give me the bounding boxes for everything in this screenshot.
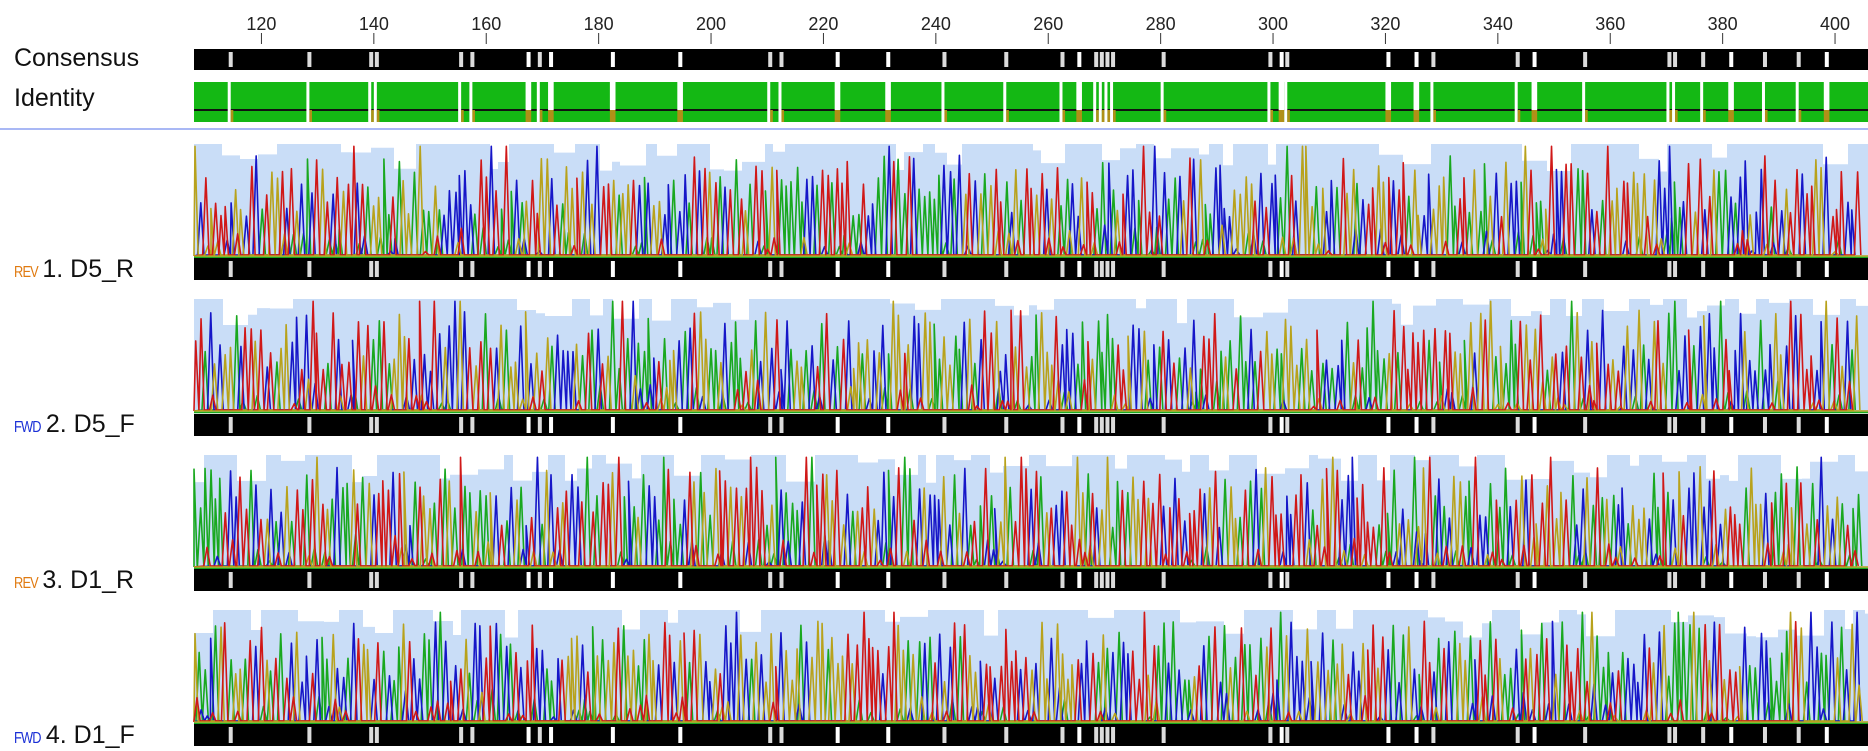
trace-G [193, 611, 1864, 722]
read-track-4[interactable] [193, 610, 1868, 725]
trace-T [193, 145, 1862, 257]
consensus-bar [194, 49, 1868, 70]
ruler-tick-label: 220 [808, 14, 838, 34]
ruler-tick-label: 380 [1708, 14, 1738, 34]
ruler-tick-label: 260 [1033, 14, 1063, 34]
trace-C [193, 300, 1852, 412]
ruler-tick-label: 280 [1146, 14, 1176, 34]
read-sequence-bar-3 [194, 569, 1868, 591]
read-label-1[interactable]: REV 1. D5_R [14, 255, 134, 284]
ruler-tick-label: 400 [1820, 14, 1850, 34]
trace-T [193, 456, 1860, 568]
identity-label: Identity [14, 84, 95, 112]
trace-T [193, 300, 1854, 411]
direction-tag: REV [14, 575, 39, 592]
read-name: 4. D1_F [45, 721, 135, 749]
ruler-tick-label: 240 [921, 14, 951, 34]
read-label-4[interactable]: FWD 4. D1_F [14, 721, 135, 750]
read-name: 3. D1_R [42, 566, 135, 594]
direction-tag: FWD [14, 419, 42, 436]
ruler-tick-label: 200 [696, 14, 726, 34]
read-name: 1. D5_R [42, 255, 135, 283]
ruler-tick-label: 140 [359, 14, 389, 34]
read-track-3[interactable] [193, 455, 1868, 570]
ruler-tick-label: 340 [1483, 14, 1513, 34]
ruler-tick-label: 180 [584, 14, 614, 34]
read-track-2[interactable] [193, 299, 1868, 414]
read-sequence-bar-2 [194, 414, 1868, 436]
ruler-tick-label: 120 [246, 14, 276, 34]
direction-tag: FWD [14, 730, 42, 747]
ruler-tick-label: 300 [1258, 14, 1288, 34]
trace-T [193, 611, 1800, 722]
ruler-tick-label: 160 [471, 14, 501, 34]
ruler-tick-label: 320 [1370, 14, 1400, 34]
read-label-2[interactable]: FWD 2. D5_F [14, 410, 135, 439]
trace-G [193, 145, 1839, 256]
identity-bar [194, 82, 1868, 122]
read-name: 2. D5_F [45, 410, 135, 438]
read-label-3[interactable]: REV 3. D1_R [14, 566, 134, 595]
ruler-tick-label: 360 [1595, 14, 1625, 34]
read-sequence-bar-4 [194, 724, 1868, 746]
consensus-label: Consensus [14, 44, 140, 72]
position-ruler: 120 140 160 180 200 220 240 260 280 300 320 340 360 3… [246, 14, 1850, 44]
direction-tag: REV [14, 264, 39, 281]
read-sequence-bar-1 [194, 258, 1868, 280]
read-track-1[interactable] [193, 144, 1868, 259]
